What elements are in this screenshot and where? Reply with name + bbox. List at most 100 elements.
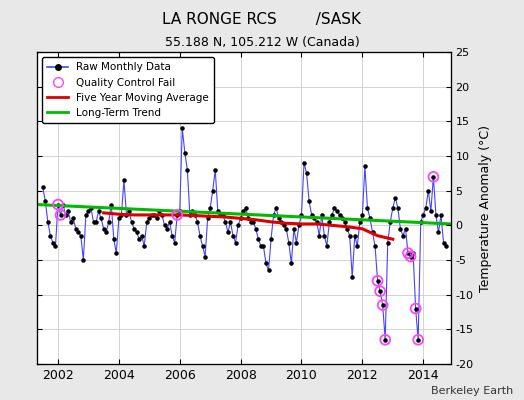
- Point: [287, 260, 296, 267]
- Point: [143, 219, 151, 225]
- Point: [439, 240, 447, 246]
- Point: [262, 260, 270, 267]
- Point: [185, 212, 194, 218]
- Point: [181, 149, 189, 156]
- Point: [378, 302, 387, 308]
- Point: [152, 215, 161, 222]
- Point: [89, 219, 97, 225]
- Point: [330, 205, 339, 211]
- Point: [41, 198, 49, 204]
- Point: [401, 226, 410, 232]
- Point: [155, 208, 163, 215]
- Point: [242, 205, 250, 211]
- Point: [236, 215, 245, 222]
- Point: [64, 208, 72, 215]
- Point: [110, 236, 118, 242]
- Point: [87, 205, 95, 211]
- Point: [148, 212, 156, 218]
- Point: [122, 212, 130, 218]
- Point: [39, 184, 47, 190]
- Point: [366, 215, 374, 222]
- Point: [244, 215, 253, 222]
- Point: [158, 212, 166, 218]
- Point: [386, 219, 395, 225]
- Point: [427, 208, 435, 215]
- Point: [351, 232, 359, 239]
- Point: [231, 240, 239, 246]
- Point: [178, 125, 187, 132]
- Point: [406, 253, 414, 260]
- Point: [125, 208, 133, 215]
- Point: [56, 212, 64, 218]
- Point: [343, 226, 352, 232]
- Point: [193, 219, 202, 225]
- Point: [224, 229, 232, 236]
- Point: [419, 212, 428, 218]
- Point: [363, 205, 372, 211]
- Point: [424, 188, 432, 194]
- Point: [216, 212, 224, 218]
- Point: [341, 219, 349, 225]
- Point: [275, 215, 283, 222]
- Point: [160, 222, 169, 228]
- Point: [381, 336, 389, 343]
- Point: [282, 226, 290, 232]
- Point: [163, 226, 171, 232]
- Point: [107, 201, 115, 208]
- Point: [117, 212, 126, 218]
- Point: [229, 232, 237, 239]
- Point: [150, 212, 159, 218]
- Point: [234, 222, 242, 228]
- Point: [203, 215, 212, 222]
- Point: [414, 336, 422, 343]
- Point: [297, 212, 305, 218]
- Point: [173, 212, 181, 218]
- Point: [102, 229, 111, 236]
- Legend: Raw Monthly Data, Quality Control Fail, Five Year Moving Average, Long-Term Tren: Raw Monthly Data, Quality Control Fail, …: [42, 57, 214, 123]
- Point: [264, 267, 272, 274]
- Point: [300, 160, 308, 166]
- Point: [406, 253, 414, 260]
- Point: [104, 219, 113, 225]
- Point: [302, 170, 311, 176]
- Point: [411, 305, 420, 312]
- Point: [127, 219, 136, 225]
- Point: [226, 219, 235, 225]
- Point: [285, 240, 293, 246]
- Point: [72, 226, 80, 232]
- Point: [389, 205, 397, 211]
- Point: [312, 219, 321, 225]
- Point: [414, 336, 422, 343]
- Point: [176, 208, 184, 215]
- Point: [411, 305, 420, 312]
- Point: [374, 278, 382, 284]
- Point: [140, 243, 148, 249]
- Point: [353, 243, 362, 249]
- Point: [335, 212, 344, 218]
- Point: [239, 208, 247, 215]
- Point: [374, 278, 382, 284]
- Point: [201, 253, 209, 260]
- Point: [120, 177, 128, 184]
- Point: [211, 167, 220, 173]
- Point: [338, 215, 346, 222]
- Point: [325, 219, 334, 225]
- Point: [54, 201, 62, 208]
- Point: [292, 240, 301, 246]
- Point: [259, 243, 268, 249]
- Point: [46, 232, 54, 239]
- Point: [221, 219, 230, 225]
- Point: [100, 226, 108, 232]
- Point: [133, 229, 141, 236]
- Point: [168, 232, 176, 239]
- Point: [173, 212, 181, 218]
- Point: [92, 219, 100, 225]
- Point: [112, 250, 121, 256]
- Point: [79, 257, 88, 263]
- Point: [59, 201, 67, 208]
- Point: [356, 219, 364, 225]
- Point: [219, 212, 227, 218]
- Point: [371, 243, 379, 249]
- Point: [361, 163, 369, 170]
- Point: [345, 232, 354, 239]
